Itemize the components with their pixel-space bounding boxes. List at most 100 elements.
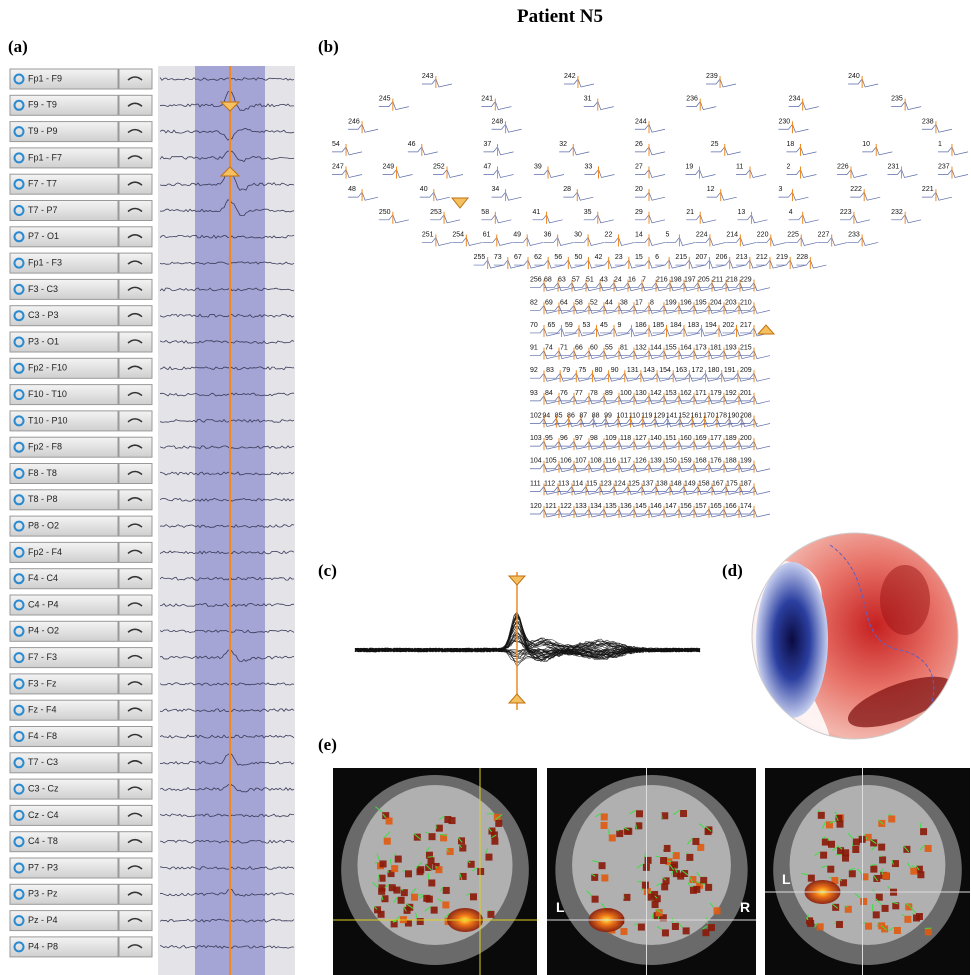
electrode-trace (848, 237, 878, 245)
electrode-label: 24 (614, 277, 622, 284)
electrode-trace (628, 486, 658, 494)
activation (401, 889, 408, 896)
electrode-trace (938, 147, 968, 155)
eye-button (119, 253, 152, 273)
electrode-label: 129 (654, 412, 666, 419)
electrode-label: 87 (579, 412, 587, 419)
channel-button (10, 569, 118, 589)
electrode-label: 119 (641, 412, 652, 419)
channel-label: Fp2 - F8 (28, 442, 62, 452)
electrode-label: 102 (530, 412, 542, 419)
channel-button (10, 727, 118, 747)
electrode-label: 18 (786, 141, 794, 148)
electrode-trace (778, 124, 808, 132)
electrode-label: 68 (544, 277, 552, 284)
electrode-trace (840, 215, 870, 223)
electrode-label: 201 (740, 390, 752, 397)
activation (485, 854, 492, 861)
electrode-trace (740, 351, 770, 359)
electrode-label: 31 (584, 96, 592, 103)
electrode-trace (655, 260, 685, 268)
eye-button (119, 437, 152, 457)
electrode-label: 59 (565, 322, 573, 329)
channel-button (10, 227, 118, 247)
electrode-label: 98 (590, 435, 598, 442)
electrode-label: 48 (348, 186, 356, 193)
electrode-label: 115 (586, 480, 597, 487)
channel-label: Pz - P4 (28, 915, 58, 925)
eye-button (119, 516, 152, 536)
activation (849, 870, 856, 877)
electrode-trace (615, 260, 645, 268)
electrode-label: 256 (530, 277, 542, 284)
electrode-trace (348, 124, 378, 132)
activation (673, 852, 680, 859)
electrode-label: 58 (575, 299, 583, 306)
electrode-trace (600, 486, 630, 494)
eye-button (119, 727, 152, 747)
electrode-label: 63 (558, 277, 566, 284)
electrode-label: 49 (513, 231, 521, 238)
eye-button (119, 569, 152, 589)
electrode-trace (544, 237, 574, 245)
activation (648, 894, 655, 901)
electrode-label: 106 (560, 458, 572, 465)
electrode-label: 134 (590, 503, 602, 510)
electrode-label: 42 (595, 254, 603, 261)
electrode-label: 36 (544, 231, 552, 238)
electrode-trace (408, 147, 438, 155)
activation (820, 852, 827, 859)
activation (870, 866, 877, 873)
eye-button (119, 884, 152, 904)
electrode-label: 164 (680, 345, 692, 352)
electrode-trace (563, 192, 593, 200)
electrode-label: 85 (555, 412, 563, 419)
electrode-label: 112 (544, 480, 555, 487)
electrode-label: 50 (574, 254, 582, 261)
electrode-label: 28 (563, 186, 571, 193)
electrode-label: 214 (726, 231, 738, 238)
activation (686, 854, 693, 861)
eye-button (119, 490, 152, 510)
electrode-trace (586, 486, 616, 494)
electrode-label: 3 (778, 186, 782, 193)
activation (661, 883, 668, 890)
electrode-trace (635, 260, 665, 268)
electrode-trace (696, 237, 726, 245)
electrode-trace (789, 102, 819, 110)
eye-button (119, 542, 152, 562)
activation (599, 862, 606, 869)
electrode-trace (850, 192, 880, 200)
electrode-label: 120 (530, 503, 542, 510)
activation (873, 911, 880, 918)
electrode-label: 109 (605, 435, 617, 442)
activation (828, 841, 835, 848)
channel-button (10, 753, 118, 773)
electrode-label: 100 (620, 390, 632, 397)
panel-label: (a) (8, 37, 28, 56)
channel-button (10, 858, 118, 878)
activation (882, 872, 889, 879)
activation (879, 856, 886, 863)
electrode-label: 83 (546, 367, 554, 374)
electrode-trace (554, 260, 584, 268)
panel-label: (e) (318, 735, 337, 754)
electrode-label: 14 (635, 231, 643, 238)
activation (878, 844, 885, 851)
electrode-trace (756, 260, 786, 268)
marker (509, 576, 525, 585)
channel-button (10, 595, 118, 615)
electrode-label: 220 (757, 231, 769, 238)
electrode-trace (685, 170, 715, 178)
activation (638, 924, 645, 931)
electrode-trace (383, 170, 413, 178)
channel-button (10, 279, 118, 299)
panel-label: (d) (722, 561, 743, 580)
electrode-trace (530, 373, 560, 381)
electrode-label: 186 (635, 322, 647, 329)
electrode-label: 193 (725, 345, 737, 352)
channel-button (10, 306, 118, 326)
electrode-label: 157 (695, 503, 707, 510)
electrode-label: 21 (686, 209, 694, 216)
electrode-label: 116 (605, 458, 616, 465)
